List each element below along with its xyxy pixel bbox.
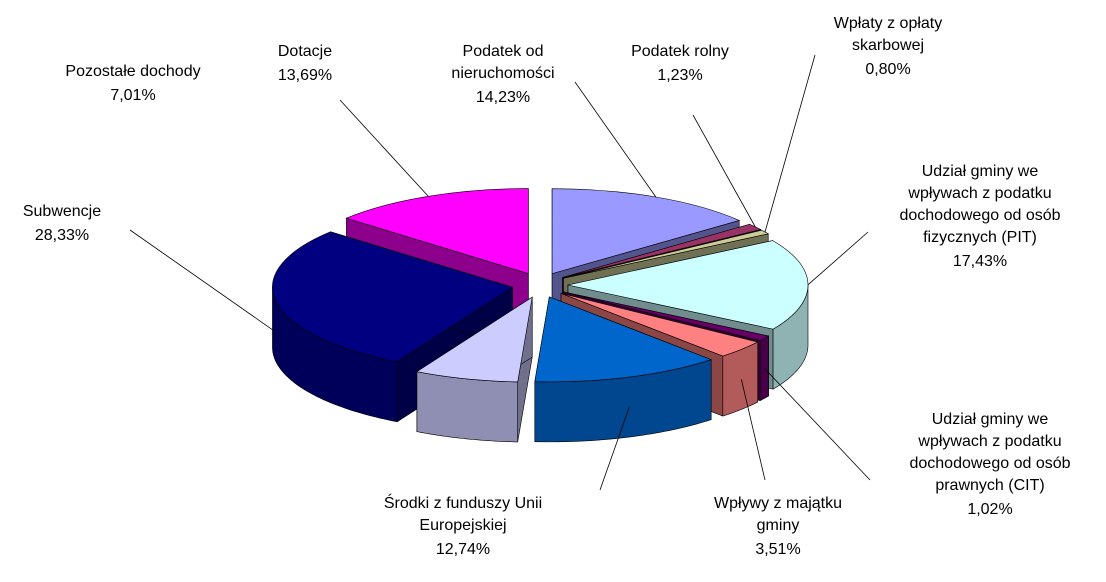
slice-category-line: dochodowego od osób [909,455,1070,472]
leader-line [129,229,277,333]
slice-category: Udział gminy we wpływach z podatku dochodo… [899,163,1060,246]
slice-value: 0,80% [865,61,910,78]
slice-value: 12,74% [436,541,490,558]
slice-label: Wpłaty z opłaty skarbowej 0,80% [834,15,942,78]
slice-category: Wpłaty z opłaty skarbowej [834,15,942,54]
slice-outer-side [759,335,769,402]
leader-line [599,406,630,491]
slice [563,291,770,341]
slice-category-line: Pozostałe dochody [65,63,200,80]
slice-tops [272,188,809,383]
slice-category: Subwencje [23,203,101,220]
slice-label: Środki z funduszy Unii Europejskiej 12,74% [384,493,542,558]
slice-label: Podatek rolny 1,23% [631,43,729,84]
slice [416,296,533,383]
slice-category: Dotacje [278,43,332,60]
slice-category: Pozostałe dochody [65,63,200,80]
slice-label: Wpływy z majątku gminy 3,51% [714,495,842,558]
slice-value: 3,51% [755,541,800,558]
slice-category-line: Europejskiej [419,517,506,534]
slice [562,223,762,278]
slice-outer-side [416,371,518,443]
slice-category: Podatek od nieruchomości [451,43,554,82]
slice-category: Udział gminy we wpływach z podatku dochodo… [909,411,1070,494]
slice [567,240,809,330]
slice [551,188,741,275]
slice-category-line: Udział gminy we [922,163,1039,180]
slice-category-line: Wpłaty z opłaty [834,15,942,32]
slice-value: 7,01% [110,87,155,104]
slice [560,293,759,357]
leader-line [764,368,871,481]
leader-line [740,379,766,481]
slice-category: Środki z funduszy Unii Europejskiej [384,493,542,534]
slice-category-line: nieruchomości [451,65,554,82]
slice-category: Wpływy z majątku gminy [714,495,842,534]
slice-category-line: Subwencje [23,203,101,220]
slice-category-line: Dotacje [278,43,332,60]
slice-label: Pozostałe dochody 7,01% [65,63,200,104]
slice [563,229,770,279]
slice-category-line: wpływach z podatku [907,185,1051,202]
slice-value: 17,43% [953,253,1007,270]
slice-category-line: Podatek od [463,43,544,60]
slice [272,231,514,363]
slice-category-line: fizycznych (PIT) [923,229,1037,246]
leader-line [807,231,869,286]
leader-line [764,54,816,233]
slice-category-line: gminy [757,517,800,534]
slice-value: 1,02% [967,501,1012,518]
slice-value: 1,23% [657,67,702,84]
leader-line [692,114,756,228]
slice-label: Udział gminy we wpływach z podatku dochodo… [909,411,1070,518]
leader-line [339,99,429,197]
slice-category-line: Wpływy z majątku [714,495,842,512]
slice-value: 13,69% [278,67,332,84]
slice-category-line: Środki z funduszy Unii [384,493,542,512]
slice-value: 14,23% [476,89,530,106]
slice-label: Subwencje 28,33% [23,203,101,244]
slice-label: Dotacje 13,69% [278,43,332,84]
slice [534,296,713,383]
leader-line [574,81,657,198]
slice-category: Podatek rolny [631,43,729,60]
slice-category-line: wpływach z podatku [917,433,1061,450]
slice-value: 28,33% [35,227,89,244]
slice-category-line: prawnych (CIT) [935,477,1044,494]
slice-category-line: skarbowej [852,37,924,54]
slice-category-line: Udział gminy we [932,411,1049,428]
slice-label: Podatek od nieruchomości 14,23% [451,43,554,106]
slice-category-line: Podatek rolny [631,43,729,60]
slice-label: Udział gminy we wpływach z podatku dochodo… [899,163,1060,270]
slice-category-line: dochodowego od osób [899,207,1060,224]
